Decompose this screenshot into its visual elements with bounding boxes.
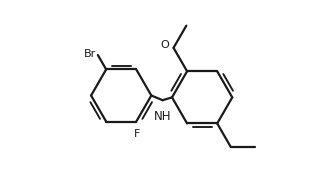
Text: Br: Br: [84, 49, 96, 59]
Text: O: O: [161, 40, 169, 50]
Text: NH: NH: [154, 110, 171, 123]
Text: F: F: [134, 129, 140, 139]
